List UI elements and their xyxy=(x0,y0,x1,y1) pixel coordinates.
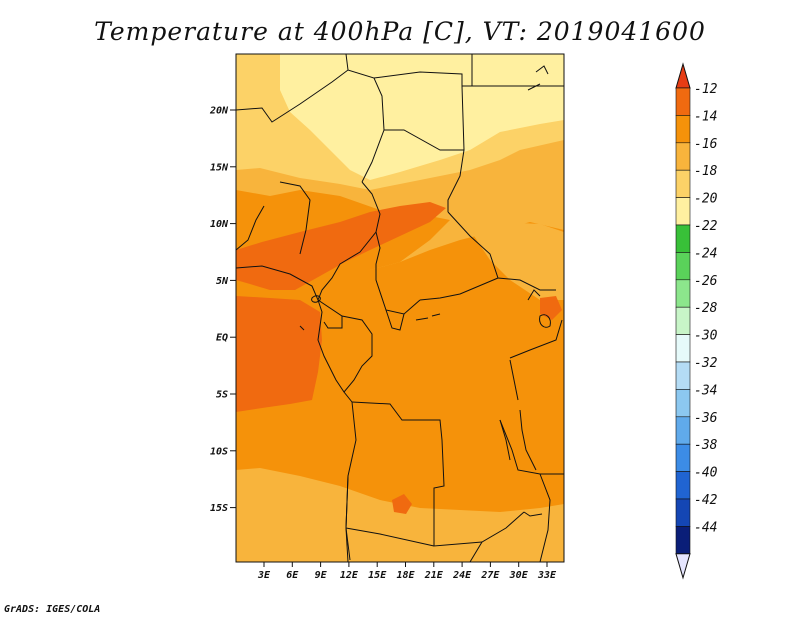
colorbar-top-triangle xyxy=(675,62,691,89)
lon-tick-label: 3E xyxy=(257,570,271,581)
lat-tick-label: 5N xyxy=(216,276,229,287)
colorbar-swatch xyxy=(675,361,691,390)
colorbar-label: -16 xyxy=(694,137,718,152)
lon-tick-label: 6E xyxy=(286,570,299,581)
colorbar-swatch xyxy=(675,334,691,363)
lon-tick-label: 30E xyxy=(509,570,529,581)
lat-tick-label: 20N xyxy=(209,106,229,117)
colorbar-bottom-triangle xyxy=(675,553,691,580)
colorbar-swatch xyxy=(675,306,691,335)
colorbar-swatch xyxy=(675,169,691,198)
colorbar-label: -12 xyxy=(694,82,718,97)
colorbar: -12 -14 -16 -18 -20 -22 -24 -26 -28 -30 -32 -34 -36 -… xyxy=(675,62,718,580)
colorbar-label: -26 xyxy=(694,274,718,289)
map-frame xyxy=(235,53,565,563)
colorbar-swatch xyxy=(675,443,691,472)
lon-tick-label: 27E xyxy=(480,570,500,581)
colorbar-label: -28 xyxy=(694,301,718,316)
colorbar-swatch xyxy=(675,416,691,445)
colorbar-label: -34 xyxy=(694,383,717,398)
colorbar-swatch xyxy=(675,115,691,144)
colorbar-label: -36 xyxy=(694,411,718,426)
lat-tick-label: 10S xyxy=(210,446,228,457)
colorbar-swatch xyxy=(675,471,691,500)
colorbar-label: -24 xyxy=(694,246,717,261)
colorbar-label: -44 xyxy=(694,520,717,535)
lon-tick-label: 21E xyxy=(424,570,444,581)
colorbar-swatch xyxy=(675,224,691,253)
figure-title: Temperature at 400hPa [C], VT: 201904160… xyxy=(94,17,706,46)
colorbar-label: -18 xyxy=(694,164,718,179)
colorbar-label: -42 xyxy=(694,493,718,508)
lon-tick-label: 24E xyxy=(452,570,472,581)
colorbar-label: -20 xyxy=(694,192,718,207)
field-blob-warm-spot-2 xyxy=(540,296,562,320)
coastlines-and-lakes xyxy=(236,65,551,561)
field-band-warmest-sahel xyxy=(236,202,446,290)
country-borders xyxy=(236,54,564,562)
lon-tick-label: 18E xyxy=(396,570,415,581)
field-blob-east xyxy=(470,222,564,300)
credit-label: GrADS: IGES/COLA xyxy=(4,604,100,615)
lat-tick-label: 10N xyxy=(210,219,229,230)
colorbar-label: -32 xyxy=(694,356,718,371)
latitude-axis: 20N 15N 10N 5N EQ 5S 10S 15S xyxy=(209,106,236,514)
colorbar-swatch xyxy=(675,87,691,116)
lon-tick-label: 9E xyxy=(315,570,328,581)
lon-tick-label: 15E xyxy=(368,570,387,581)
field-band-mid-south xyxy=(236,468,564,562)
colorbar-label: -22 xyxy=(694,219,718,234)
colorbar-swatch xyxy=(675,526,691,555)
colorbar-label: -30 xyxy=(694,329,718,344)
colorbar-swatch xyxy=(675,279,691,308)
colorbar-swatch xyxy=(675,197,691,226)
colorbar-swatch xyxy=(675,252,691,281)
lon-tick-label: 12E xyxy=(340,570,359,581)
lat-tick-label: 15S xyxy=(210,503,228,514)
map-panel xyxy=(236,54,564,562)
lat-tick-label: 5S xyxy=(216,390,228,401)
colorbar-swatch xyxy=(675,389,691,418)
field-band-warmest-gulf xyxy=(236,296,322,412)
colorbar-label: -38 xyxy=(694,438,718,453)
lat-tick-label: EQ xyxy=(216,333,228,344)
colorbar-swatch xyxy=(675,498,691,527)
colorbar-label: -14 xyxy=(694,109,717,124)
lon-tick-label: 33E xyxy=(537,570,557,581)
colorbar-swatch xyxy=(675,142,691,171)
colorbar-label: -40 xyxy=(694,466,718,481)
field-blob-warm-spot xyxy=(392,494,412,514)
lat-tick-label: 15N xyxy=(210,162,229,173)
longitude-axis: 3E 6E 9E 12E 15E 18E 21E 24E 27E 30E 33E xyxy=(257,562,557,581)
